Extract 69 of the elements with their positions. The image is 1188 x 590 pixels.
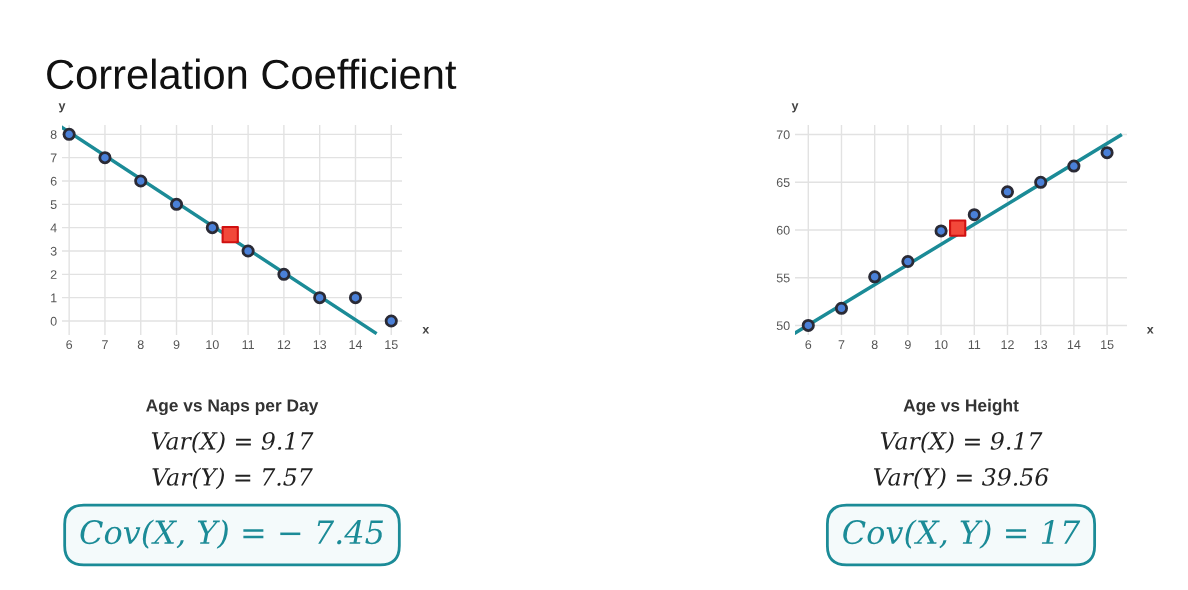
point [1034, 175, 1048, 189]
point [1067, 159, 1081, 173]
point [313, 291, 327, 305]
x-tick-label: 15 [385, 340, 398, 350]
x-tick-label: 13 [313, 340, 327, 350]
text: Var(X) = 9.17 [151, 431, 314, 454]
y-tick-label: 65 [776, 178, 790, 187]
point [801, 318, 815, 332]
y-tick-label: 55 [776, 273, 790, 283]
x-tick-label: 6 [805, 340, 812, 350]
point [205, 221, 219, 235]
point [169, 197, 184, 211]
point [241, 244, 255, 258]
y-tick-label: 7 [50, 153, 57, 163]
y-tick-label: 3 [50, 246, 57, 256]
text: Var(Y) = 7.57 [152, 467, 313, 490]
point [221, 226, 239, 244]
y-tick-label: 2 [50, 270, 57, 279]
point [934, 224, 948, 238]
text: Cov(X, Y) = − 7.45 [80, 519, 383, 549]
x-tick-label: 15 [1101, 340, 1114, 350]
point [384, 314, 398, 328]
point [967, 208, 981, 222]
point [134, 174, 148, 188]
y-tick-label: 0 [50, 316, 57, 326]
point [98, 151, 112, 165]
point [348, 291, 363, 305]
x-axis-title: x [1146, 326, 1154, 334]
point [277, 267, 291, 281]
text: Age vs Height [903, 398, 1019, 416]
x-tick-label: 8 [137, 340, 144, 350]
point [901, 254, 915, 269]
x-tick-label: 9 [173, 340, 180, 350]
y-tick-label: 60 [776, 225, 790, 235]
x-tick-label: 12 [1001, 340, 1014, 349]
point [1100, 146, 1114, 160]
point [62, 127, 76, 141]
text: Var(Y) = 39.56 [873, 467, 1049, 490]
y-tick-label: 70 [776, 130, 790, 140]
y-tick-label: 8 [50, 130, 57, 139]
point [834, 301, 849, 315]
x-tick-label: 11 [242, 340, 254, 349]
x-tick-label: 14 [349, 340, 363, 349]
y-tick-label: 6 [50, 176, 57, 186]
x-tick-label: 9 [904, 340, 911, 350]
y-tick-label: 50 [776, 321, 790, 331]
x-tick-label: 7 [102, 340, 108, 349]
x-tick-label: 13 [1034, 340, 1048, 350]
y-tick-label: 1 [51, 293, 57, 303]
x-tick-label: 12 [277, 340, 291, 349]
x-axis-title: x [422, 326, 430, 334]
x-tick-label: 8 [871, 340, 878, 350]
point [949, 219, 967, 237]
y-tick-label: 5 [50, 200, 57, 209]
x-tick-label: 7 [838, 340, 845, 349]
x-tick-label: 14 [1067, 340, 1081, 349]
y-axis-title: y [791, 103, 799, 113]
y-axis-title: y [58, 103, 66, 113]
x-tick-label: 10 [935, 340, 948, 350]
text: Correlation Coefficient [47, 58, 457, 90]
text: Cov(X, Y) = 17 [843, 519, 1081, 549]
point [868, 270, 882, 284]
x-tick-label: 11 [968, 340, 981, 349]
text: Var(X) = 9.17 [880, 431, 1043, 454]
point [1000, 185, 1015, 199]
text: Age vs Naps per Day [146, 399, 319, 416]
x-tick-label: 6 [66, 340, 73, 350]
x-tick-label: 10 [206, 340, 219, 350]
y-tick-label: 4 [50, 223, 57, 233]
